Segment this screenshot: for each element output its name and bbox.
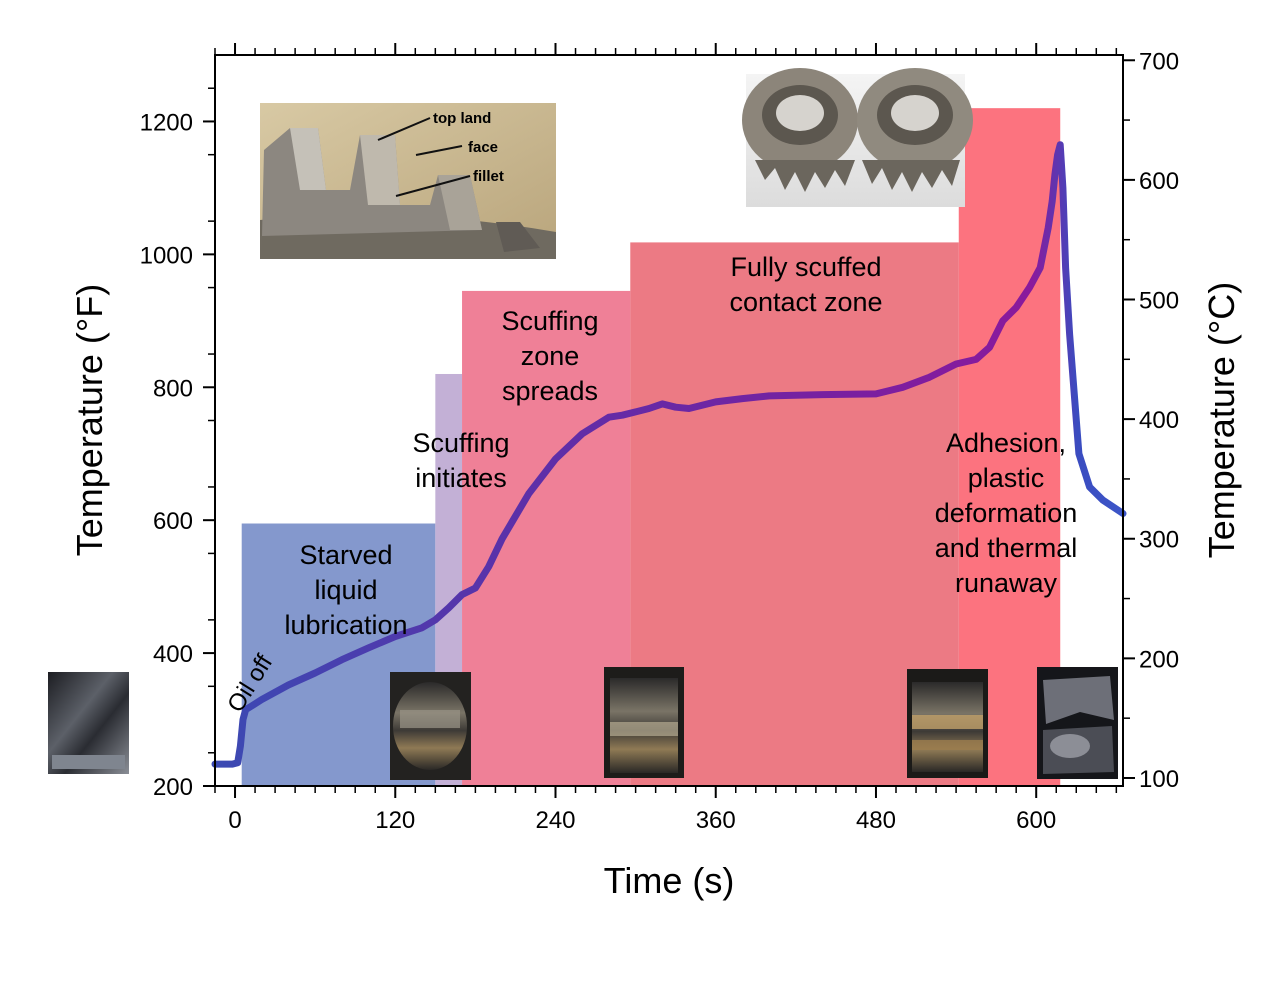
y-right-tick-label-5: 600: [1139, 168, 1179, 195]
y-axis-title-left: Temperature (°F): [69, 284, 110, 556]
y-left-tick-label-5: 1200: [140, 109, 193, 136]
y-right-tick-label-0: 100: [1139, 766, 1179, 793]
flank-photo-runaway: [1037, 667, 1118, 779]
y-left-tick-label-0: 200: [153, 774, 193, 801]
y-right-tick-label-4: 500: [1139, 288, 1179, 315]
y-axis-title-right: Temperature (°C): [1201, 282, 1242, 558]
gear-teeth-photo: top land face fillet: [260, 103, 556, 259]
y-right-tick-label-6: 700: [1139, 48, 1179, 75]
scuffing-initiates-line-0: Scuffing: [412, 428, 509, 458]
y-right-tick-label-1: 200: [1139, 646, 1179, 673]
phase-label-3-line-1: contact zone: [729, 287, 882, 317]
x-tick-label-4: 480: [856, 807, 896, 834]
temperature-curve: [211, 141, 1127, 768]
phase-label-4-line-0: Adhesion,: [946, 428, 1066, 458]
phase-label-2-line-2: spreads: [502, 376, 598, 406]
x-tick-label-1: 120: [375, 807, 415, 834]
phase-label-4-line-4: runaway: [955, 568, 1058, 598]
phase-region-3: [630, 242, 959, 786]
phase-label-3-line-0: Fully scuffed: [730, 252, 881, 282]
x-tick-label-5: 600: [1016, 807, 1056, 834]
x-tick-label-0: 0: [228, 807, 241, 834]
phase-label-4-line-2: deformation: [935, 498, 1078, 528]
flank-photo-starved: [390, 672, 471, 780]
y-left-tick-label-4: 1000: [140, 242, 193, 269]
y-right-tick-label-2: 300: [1139, 527, 1179, 554]
phase-region-2: [462, 290, 631, 786]
x-axis-title: Time (s): [604, 860, 735, 901]
phase-label-4-line-3: and thermal: [935, 533, 1078, 563]
flank-photo-fully-scuffed: [907, 669, 988, 778]
phase-label-0-line-0: Starved: [299, 540, 392, 570]
y-left-tick-label-3: 800: [153, 375, 193, 402]
temperature-line: [211, 141, 1127, 768]
scuffed-gears-photo: [742, 68, 973, 207]
flank-photo-pristine: [48, 672, 129, 774]
phase-label-4-line-1: plastic: [968, 463, 1045, 493]
axis-ticks: 0 120 240 360 480 600 200 400 600 800 1000 1200 100 2…: [140, 43, 1179, 834]
phase-labels: Starved liquid lubrication Scuffing zone spre…: [222, 252, 1077, 717]
phase-label-0-line-2: lubrication: [284, 610, 407, 640]
phase-label-2-line-0: Scuffing: [501, 306, 598, 336]
x-tick-label-3: 360: [696, 807, 736, 834]
y-right-tick-label-3: 400: [1139, 407, 1179, 434]
top-land-label: top land: [433, 110, 491, 127]
face-label: face: [468, 139, 498, 156]
phase-label-0-line-1: liquid: [314, 575, 377, 605]
y-left-tick-label-1: 400: [153, 641, 193, 668]
y-left-tick-label-2: 600: [153, 508, 193, 535]
flank-photo-initiates: [604, 667, 684, 778]
x-tick-label-2: 240: [535, 807, 575, 834]
fillet-label: fillet: [473, 168, 504, 185]
phase-label-2-line-1: zone: [521, 341, 580, 371]
scuffing-initiates-line-1: initiates: [415, 463, 507, 493]
